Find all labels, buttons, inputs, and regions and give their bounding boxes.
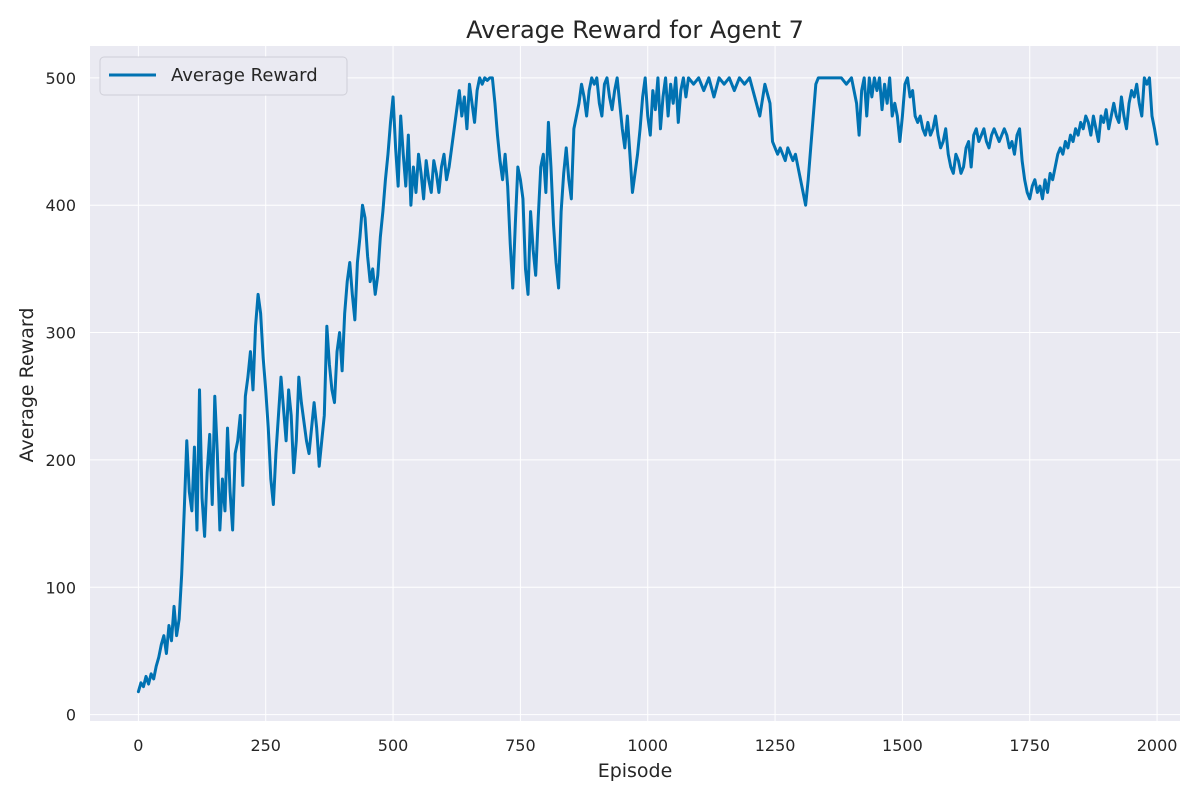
x-tick-label: 0 [133, 736, 143, 755]
chart-title: Average Reward for Agent 7 [466, 16, 804, 44]
legend-label: Average Reward [171, 65, 318, 86]
y-tick-label: 400 [45, 196, 76, 215]
series-line-0 [136, 76, 1159, 694]
y-tick-label: 100 [45, 578, 76, 597]
x-tick-label: 250 [250, 736, 281, 755]
x-tick-label: 1750 [1009, 736, 1050, 755]
x-tick-label: 500 [378, 736, 409, 755]
y-tick-label: 200 [45, 451, 76, 470]
y-tick-label: 0 [66, 706, 76, 725]
y-axis-label: Average Reward [16, 308, 38, 463]
tick-labels: 0 250 500 750 1000 1250 1500 1750 2000 0 100 200 300… [45, 69, 1177, 755]
y-tick-label: 500 [45, 69, 76, 88]
x-tick-label: 1000 [627, 736, 668, 755]
series-layer [136, 76, 1159, 694]
x-tick-label: 1500 [882, 736, 923, 755]
legend: Average Reward [99, 56, 348, 96]
x-tick-label: 2000 [1137, 736, 1178, 755]
legend-box [99, 56, 348, 96]
x-tick-label: 1250 [755, 736, 796, 755]
x-tick-label: 750 [505, 736, 536, 755]
x-axis-label: Episode [598, 760, 673, 782]
plot-area [90, 46, 1180, 721]
y-tick-label: 300 [45, 324, 76, 343]
